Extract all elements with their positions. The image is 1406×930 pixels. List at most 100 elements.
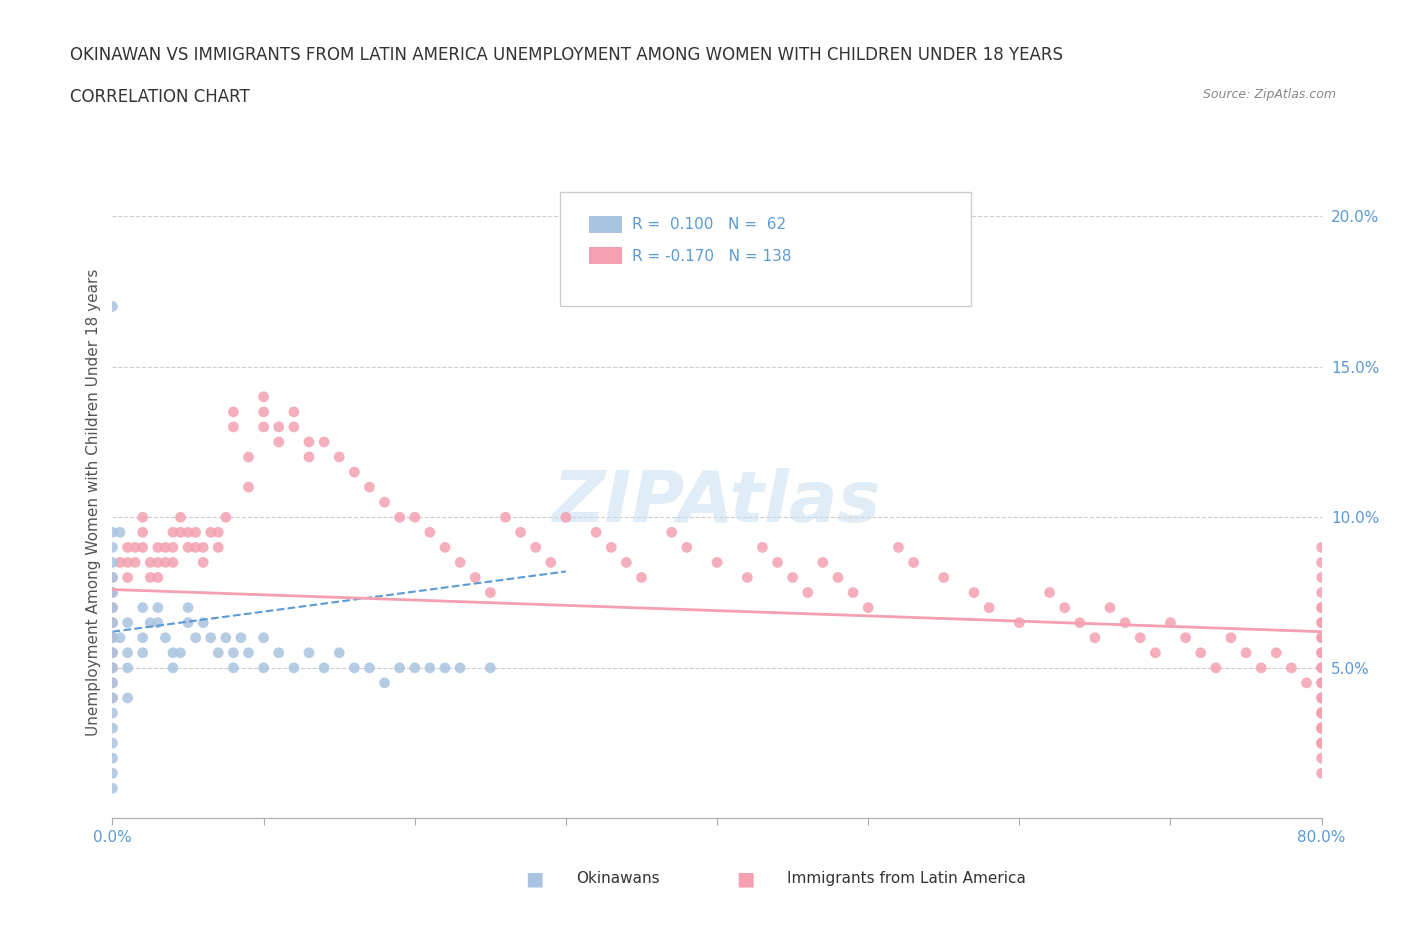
Point	[1310, 721, 1333, 736]
Y-axis label: Unemployment Among Women with Children Under 18 years: Unemployment Among Women with Children U…	[86, 269, 101, 736]
Point	[117, 616, 139, 631]
Point	[101, 690, 124, 705]
Point	[1310, 706, 1333, 721]
Point	[177, 600, 200, 615]
Point	[524, 540, 547, 555]
Point	[1310, 765, 1333, 780]
Point	[117, 660, 139, 675]
Point	[146, 616, 169, 631]
Point	[267, 645, 290, 660]
Text: CORRELATION CHART: CORRELATION CHART	[70, 88, 250, 106]
Point	[1310, 690, 1333, 705]
Point	[1220, 631, 1243, 645]
Point	[1038, 585, 1062, 600]
Point	[328, 449, 350, 464]
Point	[1310, 631, 1333, 645]
Point	[101, 675, 124, 690]
Point	[1310, 585, 1333, 600]
Point	[101, 660, 124, 675]
Point	[419, 660, 441, 675]
Point	[554, 510, 576, 525]
Point	[1310, 736, 1333, 751]
Point	[1159, 616, 1181, 631]
Point	[479, 585, 502, 600]
Point	[1008, 616, 1031, 631]
Point	[207, 525, 229, 539]
Point	[169, 645, 191, 660]
Point	[155, 540, 177, 555]
Point	[177, 525, 200, 539]
Point	[101, 555, 124, 570]
Point	[540, 555, 562, 570]
Point	[1114, 616, 1136, 631]
Point	[1310, 736, 1333, 751]
Point	[298, 434, 321, 449]
Point	[184, 631, 207, 645]
Point	[139, 616, 162, 631]
Point	[238, 480, 260, 495]
Point	[101, 600, 124, 615]
Point	[1310, 631, 1333, 645]
Point	[1310, 616, 1333, 631]
Point	[1310, 600, 1333, 615]
Point	[101, 721, 124, 736]
Point	[117, 645, 139, 660]
Point	[101, 631, 124, 645]
Point	[101, 616, 124, 631]
Point	[977, 600, 1000, 615]
Point	[222, 645, 245, 660]
Point	[101, 600, 124, 615]
Point	[1234, 645, 1257, 660]
Text: Immigrants from Latin America: Immigrants from Latin America	[787, 871, 1026, 886]
Point	[479, 660, 502, 675]
Point	[1310, 706, 1333, 721]
Point	[856, 600, 880, 615]
Point	[101, 570, 124, 585]
Point	[1310, 721, 1333, 736]
Point	[661, 525, 683, 539]
Point	[267, 434, 290, 449]
Point	[298, 449, 321, 464]
Point	[1310, 600, 1333, 615]
Point	[1310, 570, 1333, 585]
Point	[1310, 690, 1333, 705]
Point	[1069, 616, 1091, 631]
Point	[101, 751, 124, 765]
Point	[585, 525, 607, 539]
Point	[162, 645, 184, 660]
Point	[314, 434, 336, 449]
Point	[449, 660, 471, 675]
Point	[222, 405, 245, 419]
Point	[146, 600, 169, 615]
Point	[343, 660, 366, 675]
Text: ZIPAtlas: ZIPAtlas	[553, 468, 882, 537]
Point	[388, 510, 411, 525]
Point	[222, 660, 245, 675]
Point	[184, 540, 207, 555]
Point	[1129, 631, 1152, 645]
Point	[132, 525, 155, 539]
Point	[124, 555, 146, 570]
Point	[359, 660, 381, 675]
Point	[1310, 540, 1333, 555]
Point	[751, 540, 773, 555]
Point	[117, 555, 139, 570]
Point	[1310, 645, 1333, 660]
Point	[782, 570, 804, 585]
Point	[132, 600, 155, 615]
Point	[101, 570, 124, 585]
FancyBboxPatch shape	[589, 247, 621, 264]
Text: R =  0.100   N =  62: R = 0.100 N = 62	[633, 217, 786, 232]
Point	[1310, 706, 1333, 721]
Point	[737, 570, 759, 585]
Text: R = -0.170   N = 138: R = -0.170 N = 138	[633, 248, 792, 264]
Point	[1310, 555, 1333, 570]
Point	[932, 570, 955, 585]
Text: OKINAWAN VS IMMIGRANTS FROM LATIN AMERICA UNEMPLOYMENT AMONG WOMEN WITH CHILDREN: OKINAWAN VS IMMIGRANTS FROM LATIN AMERIC…	[70, 46, 1063, 64]
Point	[374, 495, 396, 510]
Point	[101, 299, 124, 314]
Point	[191, 540, 214, 555]
Point	[253, 631, 276, 645]
Point	[238, 449, 260, 464]
Point	[132, 645, 155, 660]
